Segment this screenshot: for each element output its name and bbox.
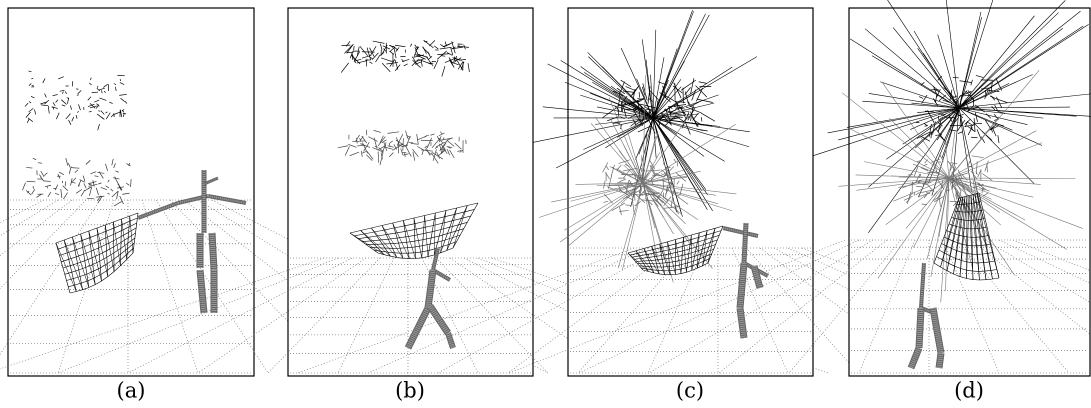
page: (a) (b) (c) (d) (() => { const data = JS…: [0, 0, 1091, 408]
panel-frame: [288, 8, 533, 376]
panel-caption: (c): [676, 379, 704, 403]
panel-caption: (a): [117, 379, 146, 403]
panel-frame: [568, 8, 813, 376]
panel-caption: (b): [395, 379, 425, 403]
particle: [89, 184, 92, 185]
panel-frame: [8, 8, 254, 376]
panel-caption: (d): [954, 379, 984, 403]
figure: (a) (b) (c) (d): [0, 0, 1091, 408]
